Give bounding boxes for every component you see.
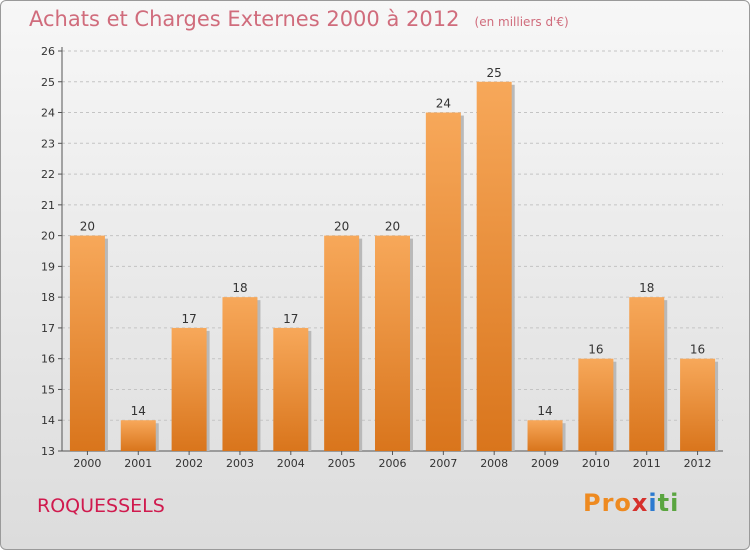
logo-part-3: i (648, 489, 658, 517)
y-tick-label: 17 (41, 322, 55, 335)
y-tick-label: 13 (41, 445, 55, 458)
bar-2007 (425, 112, 461, 452)
chart-title: Achats et Charges Externes 2000 à 2012 (29, 7, 460, 31)
chart-unit: (en milliers d'€) (474, 15, 569, 29)
y-tick-label: 16 (41, 353, 55, 366)
town-name: ROQUESSELS (37, 495, 165, 517)
data-label: 20 (80, 220, 95, 234)
y-tick-label: 19 (41, 260, 55, 273)
logo-part-1: Pro (583, 489, 632, 517)
x-tick-label: 2009 (531, 457, 559, 470)
x-tick-label: 2004 (277, 457, 305, 470)
data-label: 17 (283, 312, 298, 326)
data-label: 20 (385, 220, 400, 234)
data-label: 16 (690, 343, 705, 357)
bar-2003 (222, 297, 258, 451)
bar-2008 (476, 81, 512, 452)
y-tick-label: 20 (41, 230, 55, 243)
y-tick-label: 24 (41, 107, 55, 120)
data-label: 25 (487, 66, 502, 80)
x-tick-label: 2002 (175, 457, 203, 470)
y-tick-label: 18 (41, 291, 55, 304)
data-label: 20 (334, 220, 349, 234)
data-label: 24 (436, 97, 451, 111)
bar-2005 (324, 235, 360, 451)
bar-2009 (527, 420, 563, 451)
data-label: 16 (588, 343, 603, 357)
bar-2000 (69, 235, 105, 451)
title-row: Achats et Charges Externes 2000 à 2012 (… (29, 7, 569, 31)
x-tick-label: 2008 (480, 457, 508, 470)
bar-2012 (680, 358, 716, 451)
proxiti-logo: Proxiti (583, 489, 679, 517)
y-tick-label: 26 (41, 45, 55, 58)
x-tick-label: 2010 (582, 457, 610, 470)
data-label: 14 (537, 404, 552, 418)
x-tick-label: 2011 (633, 457, 661, 470)
bar-2001 (120, 420, 156, 451)
y-tick-label: 22 (41, 168, 55, 181)
x-tick-label: 2012 (684, 457, 712, 470)
x-tick-label: 2001 (124, 457, 152, 470)
x-tick-label: 2003 (226, 457, 254, 470)
y-tick-label: 15 (41, 383, 55, 396)
data-label: 18 (232, 281, 247, 295)
bar-2006 (375, 235, 410, 451)
logo-part-2: x (631, 489, 649, 517)
data-label: 14 (131, 404, 146, 418)
bar-2010 (578, 358, 614, 451)
data-label: 17 (181, 312, 196, 326)
data-label: 18 (639, 281, 654, 295)
bar-2002 (171, 327, 207, 451)
x-tick-label: 2007 (429, 457, 457, 470)
x-tick-label: 2000 (73, 457, 101, 470)
bar-2011 (629, 297, 665, 451)
y-tick-label: 21 (41, 199, 55, 212)
y-tick-label: 14 (41, 414, 55, 427)
bar-2004 (273, 327, 309, 451)
y-tick-label: 25 (41, 76, 55, 89)
logo-part-4: ti (657, 489, 680, 517)
y-tick-label: 23 (41, 137, 55, 150)
x-tick-label: 2006 (379, 457, 407, 470)
x-tick-label: 2005 (328, 457, 356, 470)
